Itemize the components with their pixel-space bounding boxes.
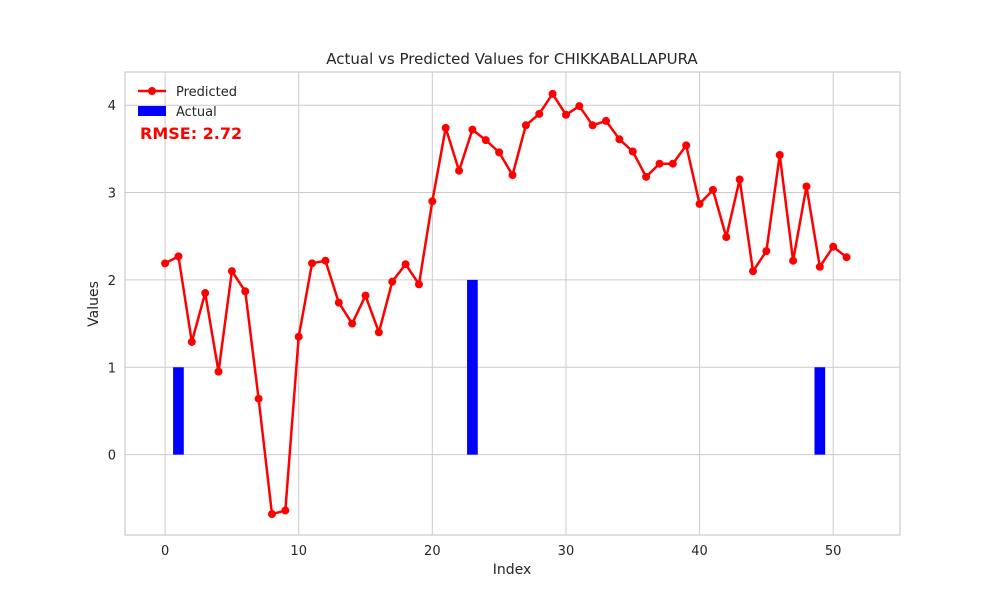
- predicted-point: [628, 147, 637, 156]
- y-tick-label: 4: [108, 99, 116, 114]
- predicted-point: [762, 247, 771, 256]
- predicted-point: [214, 367, 223, 376]
- predicted-point: [361, 291, 370, 300]
- predicted-point: [508, 171, 517, 180]
- predicted-point: [789, 256, 798, 265]
- predicted-point: [682, 141, 691, 150]
- predicted-point: [588, 121, 597, 130]
- grid: [125, 72, 900, 535]
- predicted-point: [441, 123, 450, 132]
- predicted-point: [374, 328, 383, 337]
- legend-predicted-label: Predicted: [176, 85, 237, 100]
- predicted-point: [722, 233, 731, 242]
- legend-actual-label: Actual: [176, 105, 217, 120]
- legend: Predicted Actual: [138, 85, 237, 120]
- predicted-point: [655, 159, 664, 168]
- x-tick-label: 50: [825, 544, 842, 559]
- predicted-point: [695, 199, 704, 208]
- predicted-point: [254, 394, 263, 403]
- actual-bar: [173, 367, 184, 455]
- chart-title: Actual vs Predicted Values for CHIKKABAL…: [326, 50, 698, 68]
- predicted-point: [615, 135, 624, 144]
- predicted-point: [267, 510, 276, 519]
- predicted-point: [602, 116, 611, 125]
- x-tick-label: 30: [558, 544, 575, 559]
- predicted-point: [174, 252, 183, 261]
- actual-bars: [173, 279, 826, 455]
- predicted-point: [241, 287, 250, 296]
- predicted-point: [521, 121, 530, 130]
- predicted-series: [161, 89, 851, 519]
- predicted-point: [321, 256, 330, 265]
- predicted-point: [749, 267, 758, 276]
- predicted-point: [775, 150, 784, 159]
- predicted-point: [428, 197, 437, 206]
- predicted-point: [735, 175, 744, 184]
- predicted-point: [401, 260, 410, 269]
- predicted-point: [334, 298, 343, 307]
- predicted-point: [548, 89, 557, 98]
- predicted-point: [495, 148, 504, 157]
- predicted-point: [294, 332, 303, 341]
- x-tick-label: 40: [691, 544, 708, 559]
- y-tick-label: 2: [108, 274, 116, 289]
- legend-actual-swatch: [138, 106, 166, 116]
- predicted-point: [388, 277, 397, 286]
- predicted-point: [668, 159, 677, 168]
- predicted-point: [802, 182, 811, 191]
- predicted-point: [468, 125, 477, 134]
- predicted-point: [348, 319, 357, 328]
- legend-predicted-marker: [148, 87, 156, 95]
- predicted-point: [535, 109, 544, 118]
- y-axis-label: Values: [86, 281, 102, 327]
- predicted-point: [561, 110, 570, 119]
- predicted-point: [308, 259, 317, 268]
- predicted-point: [281, 506, 290, 515]
- predicted-point: [455, 166, 464, 175]
- rmse-annotation: RMSE: 2.72: [140, 124, 242, 143]
- predicted-point: [829, 242, 838, 251]
- x-tick-label: 0: [161, 544, 169, 559]
- actual-bar: [814, 367, 826, 455]
- x-tick-label: 20: [424, 544, 441, 559]
- predicted-point: [708, 185, 717, 194]
- predicted-point: [187, 337, 196, 346]
- plot-area: [124, 71, 901, 536]
- predicted-point: [161, 259, 170, 268]
- predicted-line: [164, 92, 848, 516]
- tick-labels: 0 10 20 30 40 50 0 1 2 3 4: [108, 99, 842, 559]
- y-tick-label: 0: [108, 449, 116, 464]
- predicted-point: [227, 267, 236, 276]
- actual-bar: [467, 279, 478, 455]
- y-tick-label: 3: [108, 187, 116, 202]
- predicted-point: [642, 172, 651, 181]
- predicted-point: [414, 280, 423, 289]
- predicted-point: [481, 136, 490, 145]
- predicted-point: [575, 102, 584, 111]
- predicted-point: [201, 289, 210, 298]
- x-tick-label: 10: [290, 544, 307, 559]
- y-tick-label: 1: [108, 361, 116, 376]
- predicted-point: [815, 262, 824, 271]
- predicted-point: [842, 253, 851, 262]
- x-axis-label: Index: [493, 562, 532, 578]
